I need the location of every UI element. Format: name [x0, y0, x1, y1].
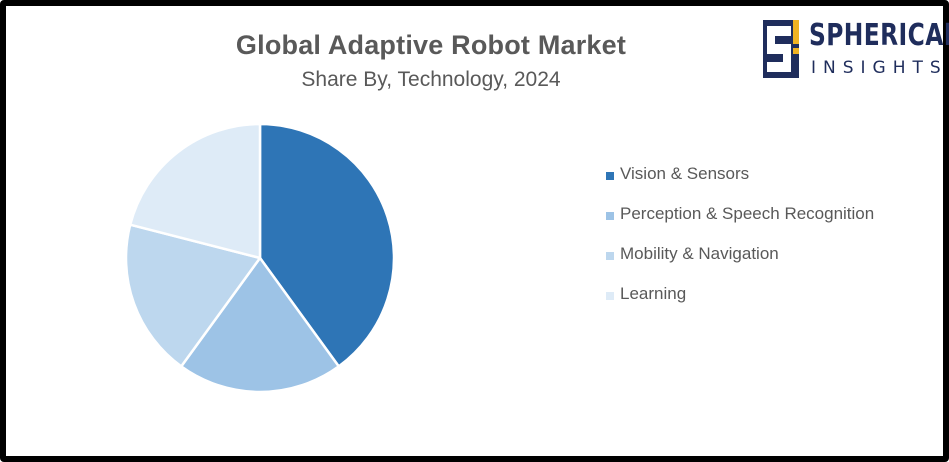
legend-swatch: [606, 292, 614, 300]
pie-slice-perception-speech-recognition: [179, 256, 341, 394]
spherical-insights-logo: SPHERICAL INSIGHTS: [763, 18, 949, 80]
logo-text-insights: INSIGHTS: [811, 58, 948, 78]
pie-chart: [124, 122, 396, 394]
legend-label: Vision & Sensors: [620, 164, 750, 183]
pie-slice-learning: [128, 122, 262, 260]
chart-subtitle: Share By, Technology, 2024: [301, 68, 561, 91]
legend-label: Perception & Speech Recognition: [620, 204, 875, 223]
pie-slice-vision-sensors: [258, 122, 396, 368]
chart-title: Global Adaptive Robot Market: [235, 30, 627, 60]
legend-label: Mobility & Navigation: [620, 244, 779, 263]
legend-label: Learning: [620, 284, 687, 303]
logo-mark-icon: [763, 20, 799, 78]
legend-swatch: [606, 252, 614, 260]
legend-swatch: [606, 212, 614, 220]
legend-swatch: [606, 172, 614, 180]
pie-slice-mobility-navigation: [124, 223, 262, 368]
logo-text-spherical: SPHERICAL: [809, 18, 949, 53]
